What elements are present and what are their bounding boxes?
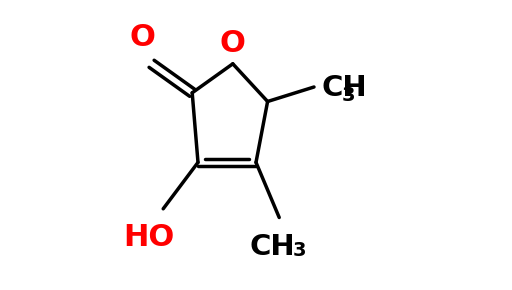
Text: HO: HO bbox=[123, 223, 174, 252]
Text: O: O bbox=[130, 23, 156, 52]
Text: 3: 3 bbox=[292, 241, 306, 260]
Text: CH: CH bbox=[249, 233, 295, 262]
Text: CH: CH bbox=[321, 75, 367, 102]
Text: 3: 3 bbox=[342, 86, 355, 105]
Text: O: O bbox=[220, 29, 246, 58]
